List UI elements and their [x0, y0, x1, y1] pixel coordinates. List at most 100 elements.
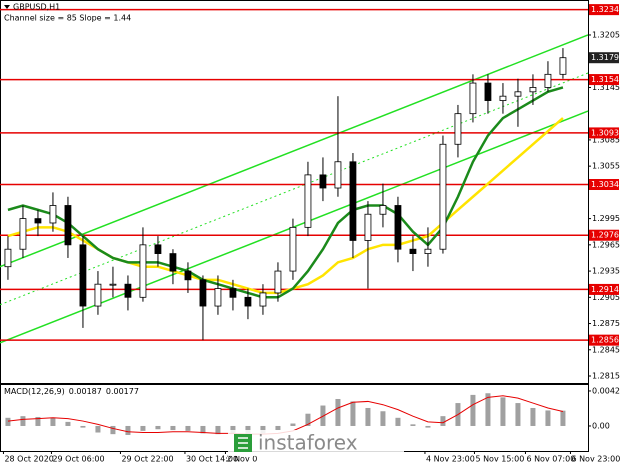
candle-body — [424, 248, 432, 254]
macd-bar — [35, 416, 41, 426]
candle-body — [259, 292, 267, 307]
macd-bar — [110, 425, 116, 435]
candle-body — [79, 244, 87, 307]
macd-bar — [425, 425, 431, 428]
candle-body — [379, 205, 387, 215]
macd-bar — [305, 413, 311, 426]
candle-body — [529, 87, 537, 93]
macd-y-tick-label: 0.00428 — [592, 386, 620, 395]
candle-body — [64, 205, 72, 246]
macd-bar — [200, 425, 206, 434]
macd-bar — [335, 398, 341, 426]
macd-bar — [20, 416, 26, 426]
candle-body — [439, 143, 447, 250]
candle-body — [184, 270, 192, 281]
candle-body — [109, 283, 117, 286]
price-label-box — [589, 52, 619, 64]
candle-body — [499, 95, 507, 101]
candle-body — [244, 296, 252, 307]
y-tick-label: 1.3145 — [592, 83, 620, 92]
x-tick-label: 28 Oct 2020 — [4, 455, 53, 464]
macd-bar — [185, 425, 191, 431]
level-label-box — [589, 127, 619, 139]
candle-body — [454, 113, 462, 145]
candle-body — [124, 283, 132, 298]
x-tick-label: 6 Nov 07:00 — [526, 455, 575, 464]
macd-bar — [485, 393, 491, 426]
watermark-logo-lines — [238, 437, 248, 449]
level-label: 1.2976 — [591, 231, 619, 240]
candle-body — [199, 279, 207, 307]
candle-body — [139, 244, 147, 298]
macd-bar — [395, 417, 401, 426]
macd-bar — [440, 416, 446, 426]
macd-bar — [260, 425, 266, 434]
candle-body — [349, 161, 357, 241]
candle-body — [394, 205, 402, 250]
macd-bar — [500, 397, 506, 426]
macd-bar — [545, 410, 551, 426]
macd-bar — [50, 417, 56, 426]
macd-bar — [515, 403, 521, 426]
x-tick-label: 29 Oct 22:00 — [121, 455, 173, 464]
macd-legend: MACD(12,26,9) 0.00187 0.00177 — [4, 387, 139, 396]
x-tick-label: 5 Nov 15:00 — [475, 455, 524, 464]
candle-body — [544, 73, 552, 88]
candle-body — [304, 174, 312, 228]
level-label: 1.3154 — [591, 75, 619, 84]
level-label-box — [589, 179, 619, 191]
y-tick-label: 1.2995 — [592, 214, 620, 223]
watermark-box — [228, 430, 404, 456]
level-label-box — [589, 74, 619, 86]
candle-body — [34, 218, 42, 224]
candle-body — [169, 253, 177, 272]
x-tick-label: 30 Oct 14:00 — [186, 455, 238, 464]
main-panel — [0, 0, 589, 384]
macd-bar — [365, 407, 371, 426]
macd-bar — [350, 401, 356, 426]
level-label: 1.2856 — [591, 336, 619, 345]
level-label-box — [589, 4, 619, 16]
candle-body — [364, 213, 372, 241]
chart-title: GBPUSD,H1 — [13, 3, 60, 12]
y-tick-label: 1.2875 — [592, 319, 620, 328]
macd-bar — [5, 417, 11, 426]
candle-body — [469, 82, 477, 115]
price-label: 1.3179 — [591, 53, 619, 62]
candle-body — [484, 82, 492, 101]
candle-body — [514, 91, 522, 97]
macd-bar — [65, 421, 71, 426]
candle-body — [409, 248, 417, 254]
macd-bar — [140, 425, 146, 431]
chart-subtitle: Channel size = 85 Slope = 1.44 — [4, 14, 131, 23]
candle-body — [229, 288, 237, 298]
x-tick-label: 2 Nov 0 — [226, 455, 257, 464]
macd-bar — [80, 425, 86, 428]
watermark-text: instaforex — [258, 431, 358, 455]
macd-bar — [410, 424, 416, 426]
candle-body — [334, 161, 342, 189]
macd-bar — [215, 425, 221, 435]
candle-body — [274, 270, 282, 294]
y-tick-label: 1.3085 — [592, 135, 620, 144]
x-tick-label: 29 Oct 06:00 — [52, 455, 104, 464]
level-label: 1.3034 — [591, 180, 619, 189]
candle-body — [289, 226, 297, 272]
macd-label: MACD(12,26,9) — [4, 387, 65, 396]
level-label: 1.3093 — [591, 128, 619, 137]
macd-bar — [170, 425, 176, 431]
candle-body — [154, 244, 162, 254]
level-label-box — [589, 229, 619, 241]
macd-bar — [155, 425, 161, 430]
channel-middle — [0, 72, 589, 306]
candle-body — [94, 283, 102, 307]
dropdown-icon — [4, 5, 10, 9]
y-tick-label: 1.2935 — [592, 267, 620, 276]
macd-bar — [290, 423, 296, 426]
x-tick-label: 4 Nov 23:00 — [426, 455, 475, 464]
y-tick-label: 1.2905 — [592, 293, 620, 302]
channel-upper — [0, 34, 589, 268]
y-tick-label: 1.3055 — [592, 162, 620, 171]
